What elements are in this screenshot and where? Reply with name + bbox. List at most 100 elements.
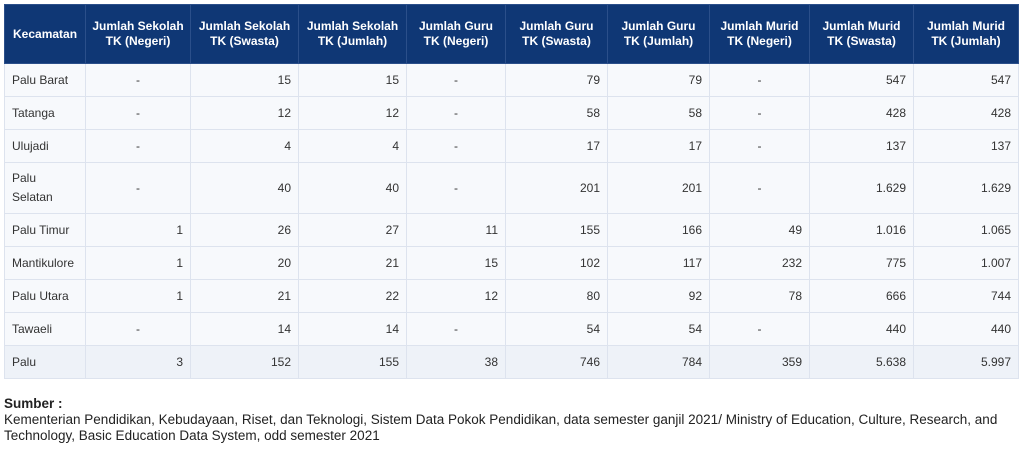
district-name-cell: Palu Timur (4, 213, 86, 247)
value-cell: 79 (505, 63, 608, 97)
district-name-cell: Mantikulore (4, 246, 86, 280)
column-header: Kecamatan (4, 4, 86, 64)
value-cell: 14 (190, 312, 299, 346)
value-cell: 5.997 (913, 345, 1019, 379)
column-header: Jumlah Murid TK (Jumlah) (913, 4, 1019, 64)
source-note: Sumber : Kementerian Pendidikan, Kebuday… (4, 396, 1018, 444)
value-cell: 117 (607, 246, 710, 280)
table-row: Tatanga -12 12-58 58-428 428 (4, 96, 1019, 130)
column-header: Jumlah Guru TK (Jumlah) (607, 4, 710, 64)
value-cell: 40 (190, 162, 299, 214)
value-cell: - (709, 162, 810, 214)
table-row: Ulujadi -4 4-17 17-137 137 (4, 129, 1019, 163)
value-cell: - (406, 63, 506, 97)
value-cell: 12 (190, 96, 299, 130)
value-cell: 22 (298, 279, 407, 313)
column-header: Jumlah Murid TK (Negeri) (709, 4, 810, 64)
value-cell: - (85, 162, 191, 214)
value-cell: 12 (298, 96, 407, 130)
value-cell: 5.638 (809, 345, 914, 379)
table-body: Palu Barat -15 15-79 79-547 547 Tatanga -12 12-… (4, 63, 1019, 379)
value-cell: 428 (809, 96, 914, 130)
value-cell: 547 (913, 63, 1019, 97)
district-name-cell: Tawaeli (4, 312, 86, 346)
table-row: Tawaeli -14 14-54 54-440 440 (4, 312, 1019, 346)
value-cell: - (85, 312, 191, 346)
value-cell: 17 (607, 129, 710, 163)
value-cell: 21 (298, 246, 407, 280)
district-name-cell: Ulujadi (4, 129, 86, 163)
value-cell: 21 (190, 279, 299, 313)
table-header-row: Kecamatan Jumlah Sekolah TK (Negeri) Jum… (4, 4, 1019, 64)
source-label: Sumber : (4, 396, 63, 411)
value-cell: 359 (709, 345, 810, 379)
value-cell: 201 (505, 162, 608, 214)
value-cell: 80 (505, 279, 608, 313)
table-row: Palu Utara 1 21 22 12 80 92 78 666 744 (4, 279, 1019, 313)
source-text: Kementerian Pendidikan, Kebudayaan, Rise… (4, 412, 998, 443)
value-cell: 155 (505, 213, 608, 247)
value-cell: 54 (505, 312, 608, 346)
value-cell: 746 (505, 345, 608, 379)
value-cell: 58 (607, 96, 710, 130)
value-cell: 49 (709, 213, 810, 247)
value-cell: 14 (298, 312, 407, 346)
value-cell: 4 (190, 129, 299, 163)
value-cell: - (406, 162, 506, 214)
table-row: Palu Timur 1 26 27 11 155 166 49 1.016 1.065 (4, 213, 1019, 247)
column-header: Jumlah Sekolah TK (Jumlah) (298, 4, 407, 64)
table-row: Palu Barat -15 15-79 79-547 547 (4, 63, 1019, 97)
value-cell: 58 (505, 96, 608, 130)
value-cell: 744 (913, 279, 1019, 313)
value-cell: 155 (298, 345, 407, 379)
value-cell: 12 (406, 279, 506, 313)
total-row: Palu 3 152 155 38 746 784 359 5.638 5.997 (4, 345, 1019, 379)
value-cell: - (406, 312, 506, 346)
value-cell: 26 (190, 213, 299, 247)
value-cell: 54 (607, 312, 710, 346)
value-cell: 102 (505, 246, 608, 280)
district-name-cell: Palu Utara (4, 279, 86, 313)
value-cell: 428 (913, 96, 1019, 130)
value-cell: - (709, 129, 810, 163)
value-cell: 3 (85, 345, 191, 379)
value-cell: - (85, 129, 191, 163)
column-header: Jumlah Guru TK (Negeri) (406, 4, 506, 64)
value-cell: 11 (406, 213, 506, 247)
value-cell: 232 (709, 246, 810, 280)
column-header: Jumlah Sekolah TK (Swasta) (190, 4, 299, 64)
value-cell: - (709, 312, 810, 346)
table-row: Mantikulore 1 20 21 15 102 117 232 775 1.007 (4, 246, 1019, 280)
value-cell: - (85, 96, 191, 130)
value-cell: 15 (190, 63, 299, 97)
value-cell: 40 (298, 162, 407, 214)
value-cell: - (709, 96, 810, 130)
value-cell: 440 (913, 312, 1019, 346)
value-cell: 92 (607, 279, 710, 313)
value-cell: 79 (607, 63, 710, 97)
value-cell: 1.016 (809, 213, 914, 247)
value-cell: 201 (607, 162, 710, 214)
value-cell: - (709, 63, 810, 97)
value-cell: 666 (809, 279, 914, 313)
kindergarten-statistics-table: Kecamatan Jumlah Sekolah TK (Negeri) Jum… (4, 4, 1019, 379)
district-name-cell: Palu (4, 345, 86, 379)
value-cell: - (406, 96, 506, 130)
value-cell: 38 (406, 345, 506, 379)
table-row: Palu Selatan -40 40-201 201-1.629 1.629 (4, 162, 1019, 214)
value-cell: 166 (607, 213, 710, 247)
column-header: Jumlah Sekolah TK (Negeri) (85, 4, 191, 64)
value-cell: - (85, 63, 191, 97)
value-cell: 547 (809, 63, 914, 97)
value-cell: 137 (913, 129, 1019, 163)
district-name-cell: Palu Selatan (4, 162, 86, 214)
column-header: Jumlah Murid TK (Swasta) (809, 4, 914, 64)
value-cell: 137 (809, 129, 914, 163)
value-cell: 1.629 (913, 162, 1019, 214)
value-cell: 27 (298, 213, 407, 247)
value-cell: 152 (190, 345, 299, 379)
value-cell: 15 (406, 246, 506, 280)
value-cell: 1.065 (913, 213, 1019, 247)
district-name-cell: Palu Barat (4, 63, 86, 97)
value-cell: 784 (607, 345, 710, 379)
